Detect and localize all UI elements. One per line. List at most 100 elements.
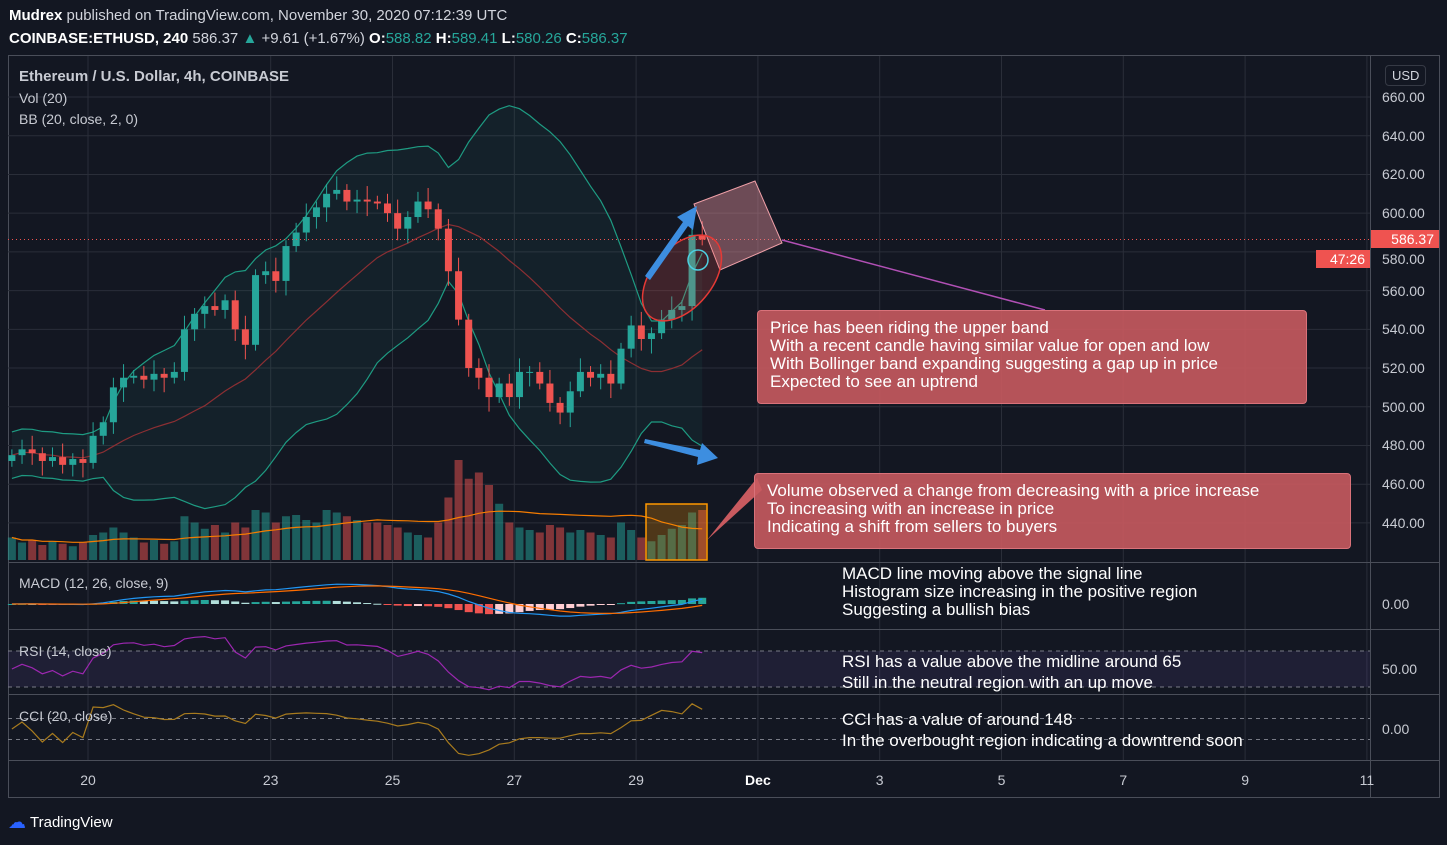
volume-bar [403, 532, 412, 560]
macd-histogram-bar [241, 602, 250, 604]
volume-bar [424, 537, 433, 560]
bollinger-lower [11, 280, 703, 510]
rsi-note[interactable]: RSI has a value above the midline around… [842, 651, 1181, 693]
macd-histogram-bar [444, 604, 453, 609]
candle-body [130, 375, 138, 378]
projection-rectangle[interactable] [693, 180, 783, 271]
candle-body [69, 459, 77, 465]
legend-cci[interactable]: CCI (20, close) [19, 708, 113, 724]
macd-histogram-bar [616, 603, 625, 605]
candle-body [617, 348, 625, 384]
signal-line [11, 585, 703, 615]
volume-bar [413, 535, 422, 560]
legend-rsi[interactable]: RSI (14, close) [19, 643, 112, 659]
arrow-down-icon[interactable] [644, 439, 718, 465]
macd-histogram-bar [677, 599, 686, 604]
macd-histogram-bar [667, 600, 676, 604]
candle-body [160, 373, 168, 378]
time-axis-label: Dec [745, 772, 771, 788]
volume-bar [210, 525, 219, 560]
macd-histogram-bar [586, 604, 595, 606]
note-connector [781, 239, 1046, 311]
price-axis-label: 600.00 [1382, 205, 1425, 222]
volume-bar [505, 522, 514, 560]
price-axis-label: 500.00 [1382, 398, 1425, 415]
volume-bar [302, 520, 311, 560]
volume-note-box[interactable]: Volume observed a change from decreasing… [754, 473, 1351, 549]
macd-histogram-bar [698, 597, 707, 604]
up-triangle-icon: ▲ [242, 30, 258, 47]
candle-body [424, 201, 432, 210]
volume-highlight-box[interactable] [645, 503, 708, 561]
volume-bar [89, 535, 98, 560]
candle-body [576, 371, 584, 392]
candle-body [201, 306, 209, 314]
macd-note[interactable]: MACD line moving above the signal line H… [842, 565, 1197, 619]
legend-bollinger[interactable]: BB (20, close, 2, 0) [19, 111, 139, 127]
volume-bar [657, 535, 666, 560]
time-axis-label: 11 [1359, 772, 1375, 788]
macd-histogram-bar [413, 604, 422, 607]
macd-histogram-bar [180, 600, 189, 604]
volume-bar [596, 535, 605, 560]
candle-body [404, 217, 412, 229]
low-value: 580.26 [515, 30, 562, 47]
price-axis-label: 580.00 [1382, 250, 1425, 267]
time-axis-label: 9 [1241, 772, 1249, 788]
volume-bar [383, 525, 392, 560]
arrow-up-icon[interactable] [645, 206, 697, 280]
tradingview-logo[interactable]: ☁ TradingView [8, 812, 113, 833]
price-change: +9.61 (+1.67%) [261, 30, 365, 47]
volume-bar [342, 516, 351, 560]
volume-bar [485, 485, 494, 560]
author[interactable]: Mudrex [9, 7, 63, 24]
volume-bar [363, 522, 372, 560]
price-axis-label: 620.00 [1382, 166, 1425, 183]
volume-bar [78, 542, 87, 560]
candle-body [18, 449, 26, 456]
volume-bar [251, 510, 260, 560]
macd-line [11, 583, 703, 617]
time-axis-label: 25 [384, 772, 401, 788]
volume-bar [48, 541, 57, 560]
legend-volume[interactable]: Vol (20) [19, 90, 68, 106]
candle-body [566, 391, 574, 413]
candle-body [191, 313, 199, 330]
macd-histogram-bar [271, 602, 280, 604]
macd-histogram-bar [210, 600, 219, 604]
note-line: With Bollinger band expanding suggesting… [770, 354, 1218, 373]
rsi-mid-label: 50.00 [1382, 661, 1418, 677]
highlight-circle[interactable] [687, 249, 709, 271]
annotations [8, 180, 1370, 561]
candle-body [48, 457, 56, 461]
legend-macd[interactable]: MACD (12, 26, close, 9) [19, 575, 169, 591]
currency-button[interactable]: USD [1385, 65, 1427, 86]
volume-bar [68, 546, 77, 560]
candle-body [475, 368, 483, 378]
volume-bar [241, 527, 250, 560]
candle-body [373, 201, 381, 204]
volume-bar [109, 527, 118, 560]
price-note-box[interactable]: Price has been riding the upper band Wit… [757, 310, 1307, 404]
candle-body [607, 373, 615, 384]
last-price: 586.37 [192, 30, 239, 47]
cci-line [11, 703, 703, 756]
macd-histogram-bar [302, 600, 311, 604]
candle-body [627, 325, 635, 349]
macd-histogram-bar [495, 604, 504, 614]
volume-bar [281, 516, 290, 560]
candle-body [465, 319, 473, 369]
candle-body [495, 383, 503, 398]
candle-body [120, 377, 128, 388]
volume-bar [647, 541, 656, 560]
cci-note[interactable]: CCI has a value of around 148 In the ove… [842, 709, 1243, 751]
candle-body [363, 199, 371, 202]
candle-body [394, 213, 402, 229]
chart-title: Ethereum / U.S. Dollar, 4h, COINBASE [19, 68, 290, 85]
volume-bar [170, 541, 179, 560]
macd-histogram-bar [139, 600, 148, 604]
price-axis-label: 480.00 [1382, 437, 1425, 454]
macd-histogram-bar [403, 604, 412, 607]
price-axis-label: 660.00 [1382, 89, 1425, 105]
